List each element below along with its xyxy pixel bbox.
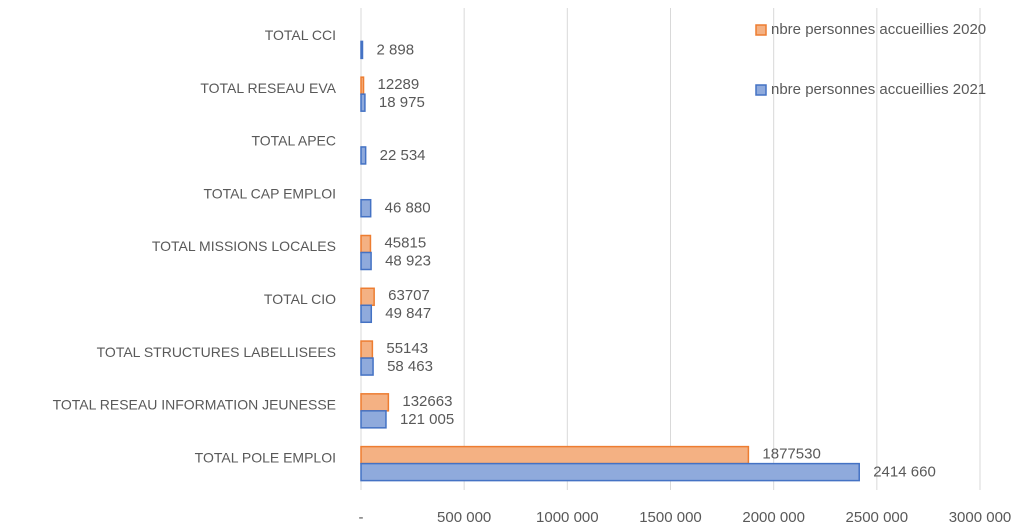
x-tick-label: - <box>359 509 364 526</box>
x-tick-label: 1500 000 <box>639 509 702 526</box>
x-tick-label: 2500 000 <box>846 509 909 526</box>
y-tick-label: TOTAL CCI <box>265 27 336 43</box>
legend-swatch <box>755 84 767 96</box>
data-label: 12289 <box>378 76 420 93</box>
y-tick-label: TOTAL RESEAU INFORMATION JEUNESSE <box>53 397 336 413</box>
data-label: 132663 <box>402 393 452 410</box>
y-tick-label: TOTAL CAP EMPLOI <box>203 185 336 201</box>
bar <box>360 287 375 307</box>
bar <box>360 340 374 359</box>
bar <box>360 410 387 429</box>
data-label: 63707 <box>388 287 430 304</box>
y-tick-label: TOTAL STRUCTURES LABELLISEES <box>97 344 336 360</box>
y-tick-label: TOTAL MISSIONS LOCALES <box>152 238 336 254</box>
y-tick-label: TOTAL POLE EMPLOI <box>195 449 336 465</box>
bar <box>360 198 372 218</box>
legend-label: nbre personnes accueillies 2021 <box>771 81 986 98</box>
y-tick-label: TOTAL CIO <box>264 291 336 307</box>
data-label: 2 898 <box>377 41 415 58</box>
x-tick-label: 3000 000 <box>949 509 1012 526</box>
data-label: 18 975 <box>379 94 425 111</box>
bar <box>360 40 364 60</box>
bar <box>360 445 750 465</box>
data-label: 49 847 <box>385 305 431 322</box>
data-label: 45815 <box>384 234 426 251</box>
data-label: 22 534 <box>380 147 426 164</box>
data-label: 58 463 <box>387 358 433 375</box>
y-tick-label: TOTAL APEC <box>251 133 336 149</box>
bar <box>360 234 372 254</box>
x-tick-label: 2000 000 <box>742 509 805 526</box>
data-label: 1877530 <box>762 446 820 463</box>
bar <box>360 393 390 412</box>
bar <box>360 462 860 482</box>
y-tick-label: TOTAL RESEAU EVA <box>200 80 336 96</box>
data-label: 121 005 <box>400 411 454 428</box>
data-label: 46 880 <box>385 200 431 217</box>
legend-swatch <box>755 24 767 36</box>
bar <box>360 251 372 271</box>
legend-label: nbre personnes accueillies 2020 <box>771 21 986 38</box>
bar <box>360 93 366 112</box>
x-tick-label: 500 000 <box>437 509 491 526</box>
bar <box>360 146 367 165</box>
x-tick-label: 1000 000 <box>536 509 599 526</box>
bar <box>360 357 374 376</box>
bar <box>360 76 365 95</box>
data-label: 48 923 <box>385 252 431 269</box>
data-label: 2414 660 <box>873 464 936 481</box>
bar <box>360 304 373 324</box>
data-label: 55143 <box>386 340 428 357</box>
